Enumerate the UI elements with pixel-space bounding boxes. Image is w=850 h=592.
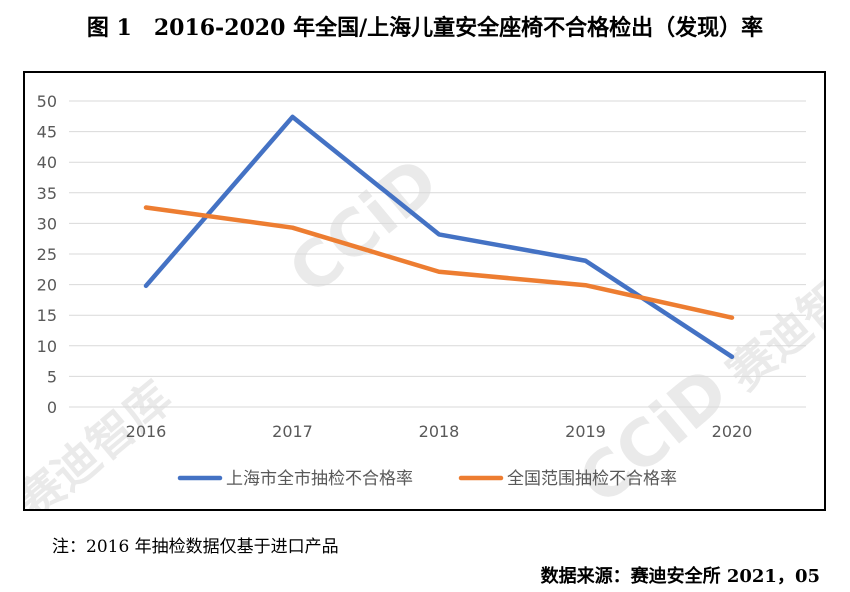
grid-layer [69,100,806,408]
y-tick-label: 25 [37,245,57,264]
y-tick-label: 30 [37,214,57,233]
y-tick-label: 0 [47,398,57,417]
y-tick-label: 5 [47,367,57,386]
x-tick-label: 2016 [126,422,167,441]
chart-frame: CCiD CCiD 赛迪智库 赛迪智库 0 5 10 15 20 25 30 35 40 45 50… [23,71,826,511]
footnote: 注：2016 年抽检数据仅基于进口产品 [52,537,339,557]
watermark: CCiD CCiD 赛迪智库 赛迪智库 [25,144,824,509]
x-tick-label: 2020 [712,422,753,441]
data-source: 数据来源：赛迪安全所 2021，05 [540,566,820,587]
y-tick-label: 10 [37,337,57,356]
y-tick-labels: 0 5 10 15 20 25 30 35 40 45 50 [37,92,57,417]
chart-title: 图 1 2016-2020 年全国/上海儿童安全座椅不合格检出（发现）率 [86,15,764,41]
y-tick-label: 20 [37,276,57,295]
y-tick-label: 15 [37,306,57,325]
watermark-text-3: 赛迪智库 [717,241,824,401]
legend-label: 全国范围抽检不合格率 [507,469,677,489]
y-tick-label: 35 [37,184,57,203]
y-tick-label: 50 [37,92,57,111]
x-tick-labels: 2016 2017 2018 2019 2020 [126,422,753,441]
x-tick-label: 2017 [272,422,313,441]
x-tick-label: 2018 [419,422,460,441]
line-chart: CCiD CCiD 赛迪智库 赛迪智库 0 5 10 15 20 25 30 35 40 45 50… [25,92,824,509]
legend-label: 上海市全市抽检不合格率 [226,469,413,489]
y-tick-label: 40 [37,153,57,172]
legend: 上海市全市抽检不合格率 全国范围抽检不合格率 [177,469,677,489]
series-line-0 [143,114,735,360]
x-tick-label: 2019 [565,422,606,441]
y-tick-label: 45 [37,123,57,142]
series-lines [143,114,735,360]
